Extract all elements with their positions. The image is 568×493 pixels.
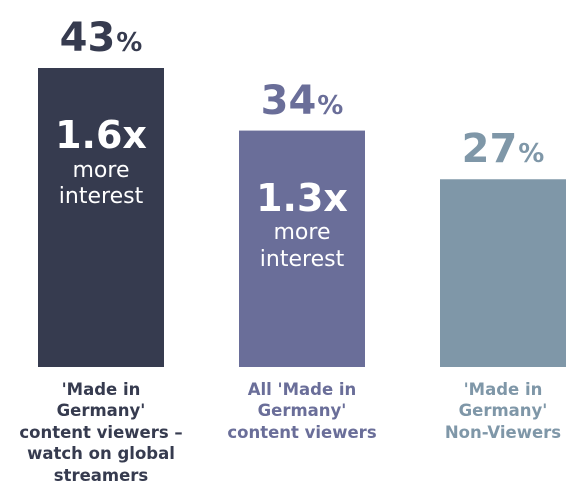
category-label-line: All 'Made in xyxy=(247,380,357,399)
category-label-line: 'Made in xyxy=(61,380,141,399)
multiplier-note-line2: interest xyxy=(58,184,144,210)
category-label-line: watch on global xyxy=(27,444,175,464)
multiplier-factor: 1.6x xyxy=(55,113,147,157)
value-number: 34 xyxy=(260,77,317,124)
value-number: 27 xyxy=(461,126,518,173)
multiplier-note-line1: more xyxy=(72,157,130,183)
category-label-line: 'Made in xyxy=(463,380,543,399)
value-unit: % xyxy=(116,28,143,58)
multiplier-annotation-1: 1.6x more interest xyxy=(38,113,164,210)
category-label-line: Germany' xyxy=(257,401,347,421)
value-label-1: 43% xyxy=(11,18,191,58)
bar-3 xyxy=(440,179,566,367)
multiplier-annotation-2: 1.3x more interest xyxy=(239,175,365,273)
value-unit: % xyxy=(317,90,344,121)
multiplier-note-line2: interest xyxy=(259,246,345,272)
multiplier-factor: 1.3x xyxy=(256,175,348,220)
category-label-line: Germany' xyxy=(458,401,548,421)
value-label-2: 34% xyxy=(212,81,392,121)
value-unit: % xyxy=(518,139,545,170)
bar-1 xyxy=(38,68,164,367)
value-number: 43 xyxy=(59,15,116,61)
category-label-line: streamers xyxy=(53,465,149,485)
value-label-3: 27% xyxy=(413,129,568,169)
category-label-line: Non-Viewers xyxy=(444,422,562,442)
category-label-line: Germany' xyxy=(56,401,146,421)
category-label-2: All 'Made in Germany' content viewers xyxy=(212,379,392,443)
category-label-line: content viewers – xyxy=(19,422,183,442)
bar-2 xyxy=(239,130,365,367)
multiplier-note-line1: more xyxy=(273,220,331,246)
category-label-3: 'Made in Germany' Non-Viewers xyxy=(413,379,568,443)
category-label-1: 'Made in Germany' content viewers – watch o… xyxy=(11,379,191,486)
category-label-line: content viewers xyxy=(227,422,377,442)
